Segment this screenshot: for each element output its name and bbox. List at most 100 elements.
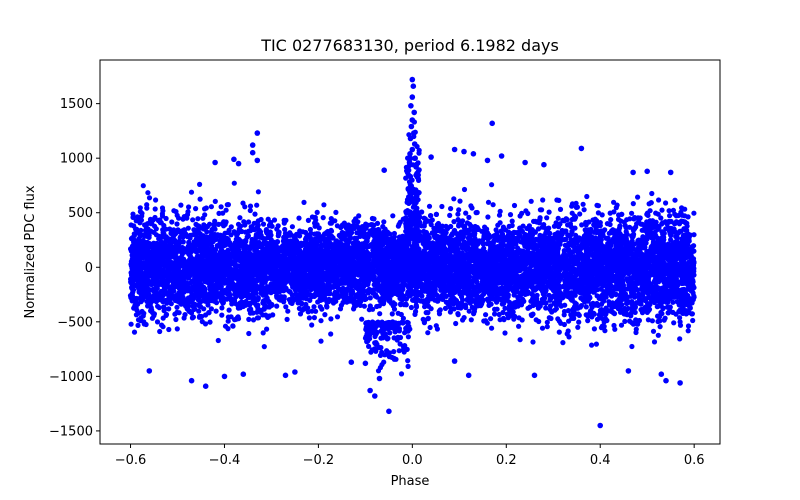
data-points — [127, 76, 697, 429]
data-point — [260, 330, 266, 336]
data-point — [140, 183, 146, 189]
data-point — [656, 197, 662, 203]
data-point — [315, 299, 321, 305]
data-point — [425, 310, 431, 316]
data-point — [691, 210, 697, 216]
data-point — [658, 309, 664, 316]
data-point — [422, 304, 428, 310]
data-point — [649, 190, 655, 197]
data-point — [157, 328, 163, 335]
data-point — [166, 306, 172, 312]
data-point — [556, 197, 562, 203]
data-point — [565, 308, 572, 314]
data-point — [254, 202, 260, 208]
data-point — [412, 311, 418, 317]
data-point — [252, 211, 258, 217]
data-point — [442, 305, 449, 311]
data-point — [629, 210, 635, 216]
data-point — [301, 199, 307, 205]
data-point — [419, 293, 425, 299]
data-point — [505, 315, 511, 321]
data-point — [579, 222, 585, 228]
data-point — [618, 322, 625, 328]
data-point — [237, 215, 243, 221]
data-point — [426, 203, 433, 209]
data-point — [181, 227, 187, 233]
data-point — [589, 342, 595, 348]
data-point — [474, 209, 480, 216]
data-point — [517, 337, 523, 343]
data-point — [583, 304, 589, 310]
data-point — [593, 341, 600, 347]
data-point — [489, 182, 495, 188]
data-point — [313, 308, 319, 314]
data-point — [309, 214, 315, 220]
data-point — [456, 207, 462, 213]
data-point — [637, 215, 643, 221]
data-point — [447, 309, 453, 315]
data-point — [451, 196, 457, 202]
point-cloud — [127, 119, 697, 377]
data-point — [614, 202, 620, 208]
data-point — [207, 221, 213, 227]
data-point — [649, 318, 656, 324]
data-point — [152, 206, 158, 212]
data-point — [541, 222, 547, 228]
data-point — [172, 311, 178, 317]
data-point — [338, 302, 344, 308]
data-point — [130, 214, 136, 220]
data-point — [655, 332, 661, 338]
data-point — [320, 215, 326, 221]
data-point — [463, 210, 469, 216]
data-point — [602, 328, 608, 334]
data-point — [307, 235, 313, 241]
data-point — [182, 312, 188, 318]
data-point — [677, 319, 683, 325]
data-point — [305, 217, 311, 223]
data-point — [448, 206, 454, 212]
data-point — [655, 313, 661, 319]
data-point — [186, 239, 192, 245]
data-point — [608, 217, 614, 223]
data-point — [562, 302, 568, 308]
data-point — [635, 194, 641, 200]
data-point — [223, 207, 229, 213]
data-point — [167, 226, 173, 232]
data-point — [469, 304, 475, 310]
data-point — [376, 303, 382, 309]
data-point — [261, 344, 267, 350]
data-point — [595, 210, 602, 216]
data-point — [661, 317, 667, 323]
data-point — [268, 232, 274, 238]
data-point — [461, 186, 468, 193]
data-point — [213, 308, 219, 314]
data-point — [212, 198, 218, 204]
data-point — [671, 320, 677, 326]
data-point — [195, 216, 201, 222]
data-point — [209, 226, 215, 233]
data-point — [511, 202, 518, 209]
data-point — [578, 236, 584, 242]
data-point — [584, 193, 590, 200]
data-point — [657, 324, 663, 330]
data-point — [200, 215, 206, 221]
data-point — [334, 314, 341, 320]
data-point — [264, 326, 270, 332]
data-point — [219, 305, 225, 311]
data-point — [468, 317, 474, 323]
data-point — [188, 189, 195, 195]
data-point — [133, 312, 139, 318]
data-point — [255, 189, 261, 195]
data-point — [558, 320, 564, 326]
data-point — [166, 326, 172, 333]
data-point — [685, 323, 692, 329]
data-point — [506, 230, 512, 236]
data-point — [448, 223, 454, 230]
data-point — [303, 229, 309, 236]
data-point — [455, 211, 461, 217]
data-point — [318, 338, 324, 344]
data-point — [691, 232, 697, 238]
data-point — [546, 209, 552, 215]
data-point — [528, 198, 534, 204]
data-point — [283, 304, 289, 310]
